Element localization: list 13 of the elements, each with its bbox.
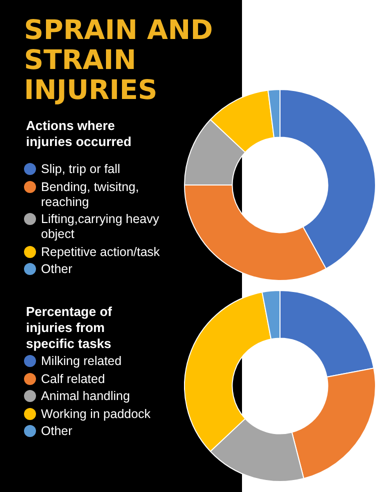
legend-label: Other: [41, 424, 72, 439]
legend-label: Working in paddock: [41, 406, 151, 422]
legend-label: Milking related: [41, 354, 122, 369]
chart-title: SPRAIN AND STRAIN INJURIES: [24, 15, 214, 106]
legend-label: Other: [41, 262, 72, 277]
legend-label: Bending, twisitng, reaching: [41, 180, 140, 210]
legend-label: Slip, trip or fall: [41, 162, 120, 177]
legend-label: Animal handling: [41, 389, 130, 404]
legend-title: Percentage of injuries from specific tasks: [26, 304, 113, 352]
legend-label: Calf related: [41, 372, 105, 386]
legend-label: Repetitive action/task: [41, 244, 160, 260]
legend-label: Lifting,carrying heavy object: [41, 212, 160, 242]
legend-title: Actions where injuries occurred: [26, 118, 132, 150]
